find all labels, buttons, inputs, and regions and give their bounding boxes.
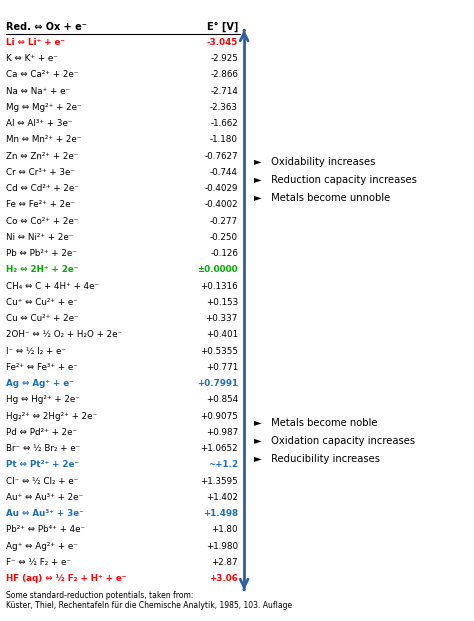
Text: Zn ⇔ Zn²⁺ + 2e⁻: Zn ⇔ Zn²⁺ + 2e⁻	[6, 152, 78, 161]
Text: Ni ⇔ Ni²⁺ + 2e⁻: Ni ⇔ Ni²⁺ + 2e⁻	[6, 233, 73, 242]
Text: +0.7991: +0.7991	[197, 379, 238, 388]
Text: +1.3595: +1.3595	[200, 477, 238, 486]
Text: Au⁺ ⇔ Au³⁺ + 2e⁻: Au⁺ ⇔ Au³⁺ + 2e⁻	[6, 493, 83, 502]
Text: ►   Metals become noble: ► Metals become noble	[254, 417, 377, 427]
Text: -2.925: -2.925	[210, 54, 238, 63]
Text: -2.866: -2.866	[210, 70, 238, 79]
Text: ►   Metals become unnoble: ► Metals become unnoble	[254, 194, 390, 204]
Text: +1.80: +1.80	[211, 525, 238, 535]
Text: -2.714: -2.714	[210, 86, 238, 96]
Text: Br⁻ ⇔ ½ Br₂ + e⁻: Br⁻ ⇔ ½ Br₂ + e⁻	[6, 444, 80, 453]
Text: Ag⁺ ⇔ Ag²⁺ + e⁻: Ag⁺ ⇔ Ag²⁺ + e⁻	[6, 542, 78, 551]
Text: +0.337: +0.337	[206, 314, 238, 323]
Text: Au ⇔ Au³⁺ + 3e⁻: Au ⇔ Au³⁺ + 3e⁻	[6, 509, 84, 518]
Text: +0.5355: +0.5355	[200, 347, 238, 356]
Text: Fe²⁺ ⇔ Fe³⁺ + e⁻: Fe²⁺ ⇔ Fe³⁺ + e⁻	[6, 363, 78, 372]
Text: -0.4002: -0.4002	[204, 201, 238, 209]
Text: Cl⁻ ⇔ ½ Cl₂ + e⁻: Cl⁻ ⇔ ½ Cl₂ + e⁻	[6, 477, 78, 486]
Text: Fe ⇔ Fe²⁺ + 2e⁻: Fe ⇔ Fe²⁺ + 2e⁻	[6, 201, 75, 209]
Text: ►   Reducibility increases: ► Reducibility increases	[254, 453, 380, 463]
Text: ±0.0000: ±0.0000	[197, 265, 238, 274]
Text: HF (aq) ⇔ ½ F₂ + H⁺ + e⁻: HF (aq) ⇔ ½ F₂ + H⁺ + e⁻	[6, 574, 127, 583]
Text: +1.980: +1.980	[206, 542, 238, 551]
Text: Ca ⇔ Ca²⁺ + 2e⁻: Ca ⇔ Ca²⁺ + 2e⁻	[6, 70, 78, 79]
Text: +0.771: +0.771	[206, 363, 238, 372]
Text: -0.7627: -0.7627	[204, 152, 238, 161]
Text: Mg ⇔ Mg²⁺ + 2e⁻: Mg ⇔ Mg²⁺ + 2e⁻	[6, 103, 82, 112]
Text: Red. ⇔ Ox + e⁻: Red. ⇔ Ox + e⁻	[6, 22, 87, 32]
Text: -3.045: -3.045	[207, 38, 238, 47]
Text: -0.4029: -0.4029	[204, 184, 238, 193]
Text: Li ⇔ Li⁺ + e⁻: Li ⇔ Li⁺ + e⁻	[6, 38, 65, 47]
Text: +0.9075: +0.9075	[200, 412, 238, 420]
Text: -0.126: -0.126	[210, 249, 238, 258]
Text: Cr ⇔ Cr³⁺ + 3e⁻: Cr ⇔ Cr³⁺ + 3e⁻	[6, 168, 75, 177]
Text: Al ⇔ Al³⁺ + 3e⁻: Al ⇔ Al³⁺ + 3e⁻	[6, 119, 73, 128]
Text: +0.153: +0.153	[206, 298, 238, 307]
Text: +2.87: +2.87	[211, 558, 238, 567]
Text: +1.0652: +1.0652	[201, 444, 238, 453]
Text: +1.402: +1.402	[206, 493, 238, 502]
Text: +1.498: +1.498	[203, 509, 238, 518]
Text: K ⇔ K⁺ + e⁻: K ⇔ K⁺ + e⁻	[6, 54, 58, 63]
Text: Hg₂²⁺ ⇔ 2Hg²⁺ + 2e⁻: Hg₂²⁺ ⇔ 2Hg²⁺ + 2e⁻	[6, 412, 97, 420]
Text: ►   Oxidation capacity increases: ► Oxidation capacity increases	[254, 435, 415, 445]
Text: Küster, Thiel, Rechentafeln für die Chemische Analytik, 1985, 103. Auflage: Küster, Thiel, Rechentafeln für die Chem…	[6, 601, 292, 610]
Text: Hg ⇔ Hg²⁺ + 2e⁻: Hg ⇔ Hg²⁺ + 2e⁻	[6, 396, 80, 404]
Text: -1.662: -1.662	[210, 119, 238, 128]
Text: -0.250: -0.250	[210, 233, 238, 242]
Text: Pt ⇔ Pt²⁺ + 2e⁻: Pt ⇔ Pt²⁺ + 2e⁻	[6, 460, 79, 469]
Text: Mn ⇔ Mn²⁺ + 2e⁻: Mn ⇔ Mn²⁺ + 2e⁻	[6, 135, 82, 144]
Text: +0.401: +0.401	[206, 330, 238, 340]
Text: +0.1316: +0.1316	[201, 281, 238, 291]
Text: ►   Oxidability increases: ► Oxidability increases	[254, 158, 375, 168]
Text: CH₄ ⇔ C + 4H⁺ + 4e⁻: CH₄ ⇔ C + 4H⁺ + 4e⁻	[6, 281, 99, 291]
Text: Pd ⇔ Pd²⁺ + 2e⁻: Pd ⇔ Pd²⁺ + 2e⁻	[6, 428, 77, 437]
Text: +3.06: +3.06	[209, 574, 238, 583]
Text: -1.180: -1.180	[210, 135, 238, 144]
Text: Some standard-reduction potentials, taken from:: Some standard-reduction potentials, take…	[6, 591, 193, 600]
Text: -2.363: -2.363	[210, 103, 238, 112]
Text: Co ⇔ Co²⁺ + 2e⁻: Co ⇔ Co²⁺ + 2e⁻	[6, 217, 78, 225]
Text: Cd ⇔ Cd²⁺ + 2e⁻: Cd ⇔ Cd²⁺ + 2e⁻	[6, 184, 79, 193]
Text: Cu⁺ ⇔ Cu²⁺ + e⁻: Cu⁺ ⇔ Cu²⁺ + e⁻	[6, 298, 78, 307]
Text: I⁻ ⇔ ½ I₂ + e⁻: I⁻ ⇔ ½ I₂ + e⁻	[6, 347, 66, 356]
Text: H₂ ⇔ 2H⁺ + 2e⁻: H₂ ⇔ 2H⁺ + 2e⁻	[6, 265, 78, 274]
Text: -0.277: -0.277	[210, 217, 238, 225]
Text: ~+1.2: ~+1.2	[208, 460, 238, 469]
Text: Ag ⇔ Ag⁺ + e⁻: Ag ⇔ Ag⁺ + e⁻	[6, 379, 74, 388]
Text: E° [V]: E° [V]	[207, 22, 238, 32]
Text: Cu ⇔ Cu²⁺ + 2e⁻: Cu ⇔ Cu²⁺ + 2e⁻	[6, 314, 79, 323]
Text: 2OH⁻ ⇔ ½ O₂ + H₂O + 2e⁻: 2OH⁻ ⇔ ½ O₂ + H₂O + 2e⁻	[6, 330, 122, 340]
Text: Na ⇔ Na⁺ + e⁻: Na ⇔ Na⁺ + e⁻	[6, 86, 70, 96]
Text: Pb ⇔ Pb²⁺ + 2e⁻: Pb ⇔ Pb²⁺ + 2e⁻	[6, 249, 77, 258]
Text: -0.744: -0.744	[210, 168, 238, 177]
Text: Pb²⁺ ⇔ Pb⁴⁺ + 4e⁻: Pb²⁺ ⇔ Pb⁴⁺ + 4e⁻	[6, 525, 85, 535]
Text: +0.987: +0.987	[206, 428, 238, 437]
Text: ►   Reduction capacity increases: ► Reduction capacity increases	[254, 176, 417, 186]
Text: +0.854: +0.854	[206, 396, 238, 404]
Text: F⁻ ⇔ ½ F₂ + e⁻: F⁻ ⇔ ½ F₂ + e⁻	[6, 558, 71, 567]
